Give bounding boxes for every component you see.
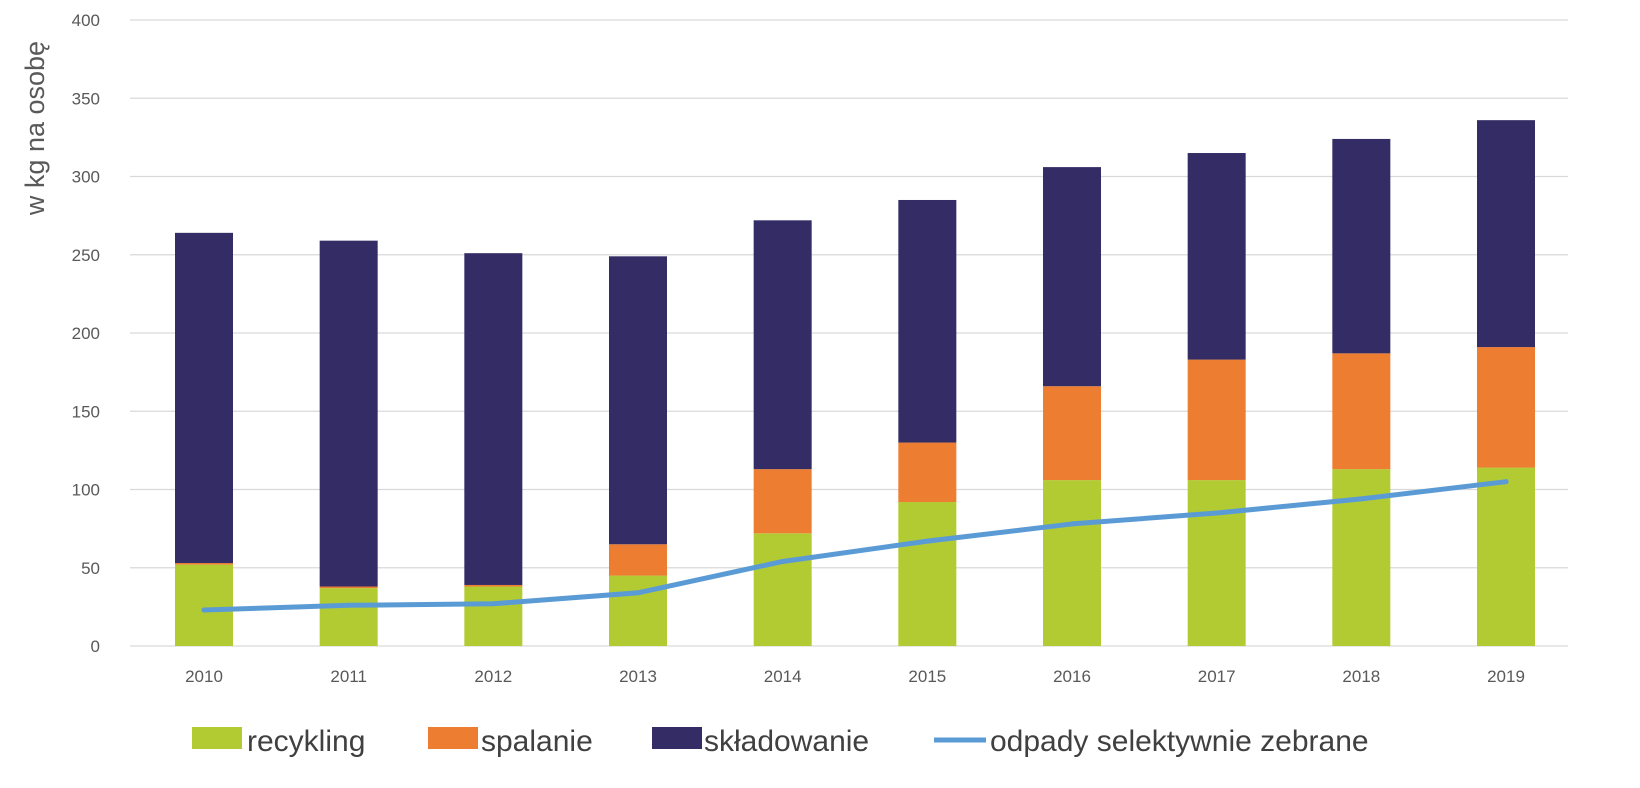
y-tick-label: 150 (72, 402, 100, 421)
bar-składowanie-2018 (1332, 138, 1391, 354)
line-point-2017 (1214, 510, 1220, 516)
line-point-2013 (635, 590, 641, 596)
line-point-2010 (201, 607, 207, 613)
y-tick-label: 50 (81, 559, 100, 578)
x-tick-label: 2012 (474, 667, 512, 686)
y-axis-label: w kg na osobę (20, 41, 50, 216)
y-tick-label: 400 (72, 11, 100, 30)
x-tick-label: 2015 (908, 667, 946, 686)
bar-recykling-2019 (1477, 467, 1535, 646)
x-tick-label: 2019 (1487, 667, 1525, 686)
line-point-2016 (1069, 521, 1075, 527)
bar-recykling-2015 (898, 502, 957, 646)
bar-recykling-2016 (1043, 480, 1101, 646)
legend: recykling spalanie składowanie odpady selek… (192, 725, 1369, 758)
x-tick-label: 2010 (185, 667, 223, 686)
bar-składowanie-2017 (1187, 153, 1246, 360)
bar-recykling-2010 (175, 564, 233, 646)
line-point-2014 (780, 558, 786, 564)
legend-swatch-spalanie (428, 727, 478, 749)
line-point-2015 (924, 538, 930, 544)
line-series (201, 479, 1509, 613)
bar-recykling-2014 (753, 533, 812, 646)
y-tick-label: 250 (72, 246, 100, 265)
x-axis-ticks: 2010 2011 2012 2013 2014 2015 2016 2017 2018 2019 (185, 667, 1525, 686)
bar-spalanie-2011 (319, 586, 378, 589)
line-point-2018 (1358, 496, 1364, 502)
line-point-2012 (490, 601, 496, 607)
bar-składowanie-2013 (609, 256, 667, 545)
bar-składowanie-2012 (464, 253, 523, 585)
x-tick-label: 2014 (764, 667, 802, 686)
x-tick-label: 2016 (1053, 667, 1091, 686)
y-tick-label: 300 (72, 168, 100, 187)
bar-składowanie-2010 (175, 232, 233, 564)
bars (175, 120, 1535, 646)
legend-swatch-recykling (192, 727, 242, 749)
bar-spalanie-2018 (1332, 353, 1391, 470)
bar-składowanie-2015 (898, 199, 957, 443)
bar-spalanie-2014 (753, 469, 812, 534)
x-tick-label: 2018 (1342, 667, 1380, 686)
legend-label: spalanie (481, 725, 593, 758)
bar-spalanie-2019 (1477, 347, 1535, 468)
legend-label: składowanie (704, 725, 869, 758)
legend-swatch-składowanie (652, 727, 702, 749)
y-tick-label: 200 (72, 324, 100, 343)
legend-label: odpady selektywnie zebrane (990, 725, 1369, 758)
bar-recykling-2011 (319, 588, 378, 646)
x-tick-label: 2017 (1198, 667, 1236, 686)
bar-spalanie-2016 (1043, 386, 1101, 481)
line-odpady selektywnie zebrane (201, 479, 1509, 613)
line-point-2019 (1503, 479, 1509, 485)
line-point-2011 (346, 602, 352, 608)
bar-recykling-2017 (1187, 480, 1246, 646)
y-axis-ticks: 0 50 100 150 200 250 300 350 400 (72, 11, 100, 656)
bar-spalanie-2010 (175, 563, 233, 565)
bar-spalanie-2017 (1187, 359, 1246, 481)
bar-składowanie-2011 (319, 240, 378, 587)
y-tick-label: 100 (72, 481, 100, 500)
x-tick-label: 2013 (619, 667, 657, 686)
y-tick-label: 350 (72, 89, 100, 108)
bar-spalanie-2013 (609, 544, 667, 576)
x-tick-label: 2011 (330, 667, 367, 686)
bar-spalanie-2015 (898, 442, 957, 503)
bar-recykling-2012 (464, 586, 523, 646)
bar-składowanie-2016 (1043, 167, 1101, 387)
bar-spalanie-2012 (464, 584, 523, 587)
bar-składowanie-2019 (1477, 120, 1535, 348)
legend-label: recykling (247, 725, 365, 758)
y-tick-label: 0 (91, 637, 100, 656)
bar-składowanie-2014 (753, 220, 812, 470)
